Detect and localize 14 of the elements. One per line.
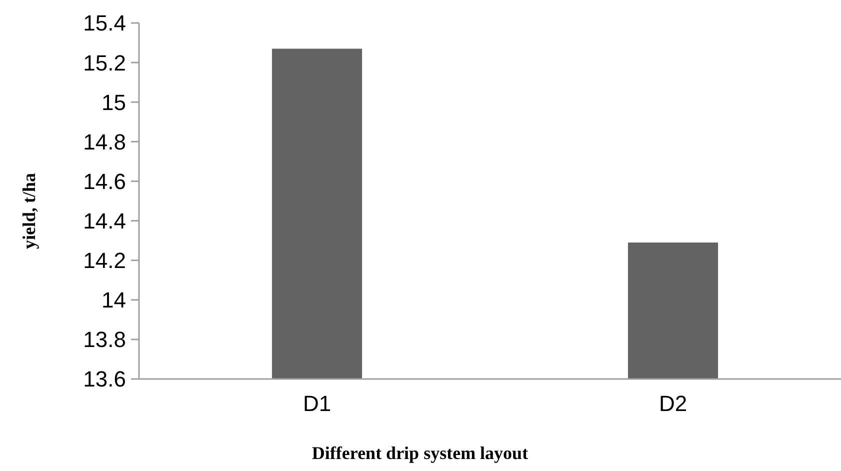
y-tick-label: 13.6 bbox=[83, 366, 126, 392]
y-tick-label: 14.4 bbox=[83, 208, 126, 234]
x-tick-label: D1 bbox=[302, 391, 332, 416]
y-tick-label: 15.4 bbox=[83, 10, 126, 36]
y-tick-label: 13.8 bbox=[83, 327, 126, 352]
y-tick-label: 14.6 bbox=[83, 168, 126, 194]
y-tick-label: 15.2 bbox=[83, 50, 126, 76]
y-tick-label: 15 bbox=[102, 90, 126, 115]
y-tick-label: 14.8 bbox=[83, 129, 126, 154]
y-tick-label: 14 bbox=[102, 288, 126, 313]
x-tick-label: D2 bbox=[658, 391, 688, 416]
x-axis-title: Different drip system layout bbox=[312, 443, 528, 463]
y-axis-title: yield, t/ha bbox=[19, 172, 39, 250]
y-tick-label: 14.2 bbox=[83, 248, 126, 274]
